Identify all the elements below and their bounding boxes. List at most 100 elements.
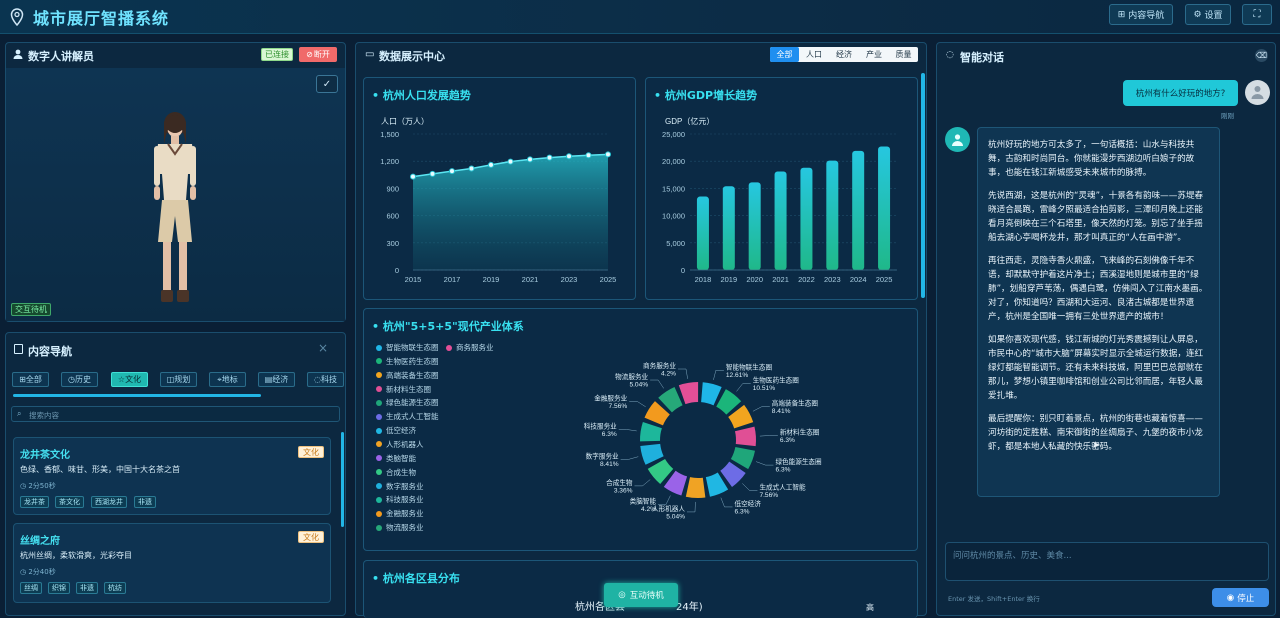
leader-line bbox=[629, 401, 646, 407]
filter-landmark[interactable]: ⌖ 地标 bbox=[209, 372, 246, 387]
legend-item[interactable]: 绿色能源生态圈 bbox=[376, 397, 439, 408]
tab-industry[interactable]: 产业 bbox=[866, 50, 882, 59]
clock-icon: ◷ bbox=[20, 482, 27, 490]
dashboard-scrollbar[interactable] bbox=[921, 73, 925, 298]
data-point bbox=[507, 158, 514, 165]
content-tag[interactable]: 龙井茶 bbox=[20, 496, 49, 508]
filter-economy[interactable]: ▤ 经济 bbox=[258, 372, 295, 387]
legend-swatch bbox=[376, 344, 382, 351]
content-tag[interactable]: 西湖龙井 bbox=[91, 496, 127, 508]
content-item-desc: 杭州丝绸，柔软滑爽，光彩夺目 bbox=[20, 551, 132, 560]
donut-slice bbox=[663, 470, 688, 496]
target-icon: ◎ bbox=[618, 590, 626, 600]
chat-input-placeholder: 问问杭州的景点、历史、美食... bbox=[953, 551, 1072, 561]
legend-item[interactable]: 人形机器人 bbox=[376, 439, 424, 450]
legend-swatch bbox=[376, 469, 382, 476]
tab-all[interactable]: 全部 bbox=[770, 47, 799, 62]
legend-item[interactable]: 低空经济 bbox=[376, 425, 416, 436]
content-tag[interactable]: 织锦 bbox=[48, 582, 70, 594]
content-tag[interactable]: 丝绸 bbox=[20, 582, 42, 594]
donut-slice bbox=[701, 382, 722, 406]
content-tag[interactable]: 杭纺 bbox=[104, 582, 126, 594]
assistant-icon bbox=[952, 134, 963, 146]
filter-label: 历史 bbox=[74, 375, 91, 384]
y-tick-label: 0 bbox=[395, 266, 399, 275]
input-hint: Enter 发送，Shift+Enter 换行 bbox=[948, 595, 1040, 603]
data-point bbox=[585, 152, 592, 159]
fullscreen-button[interactable]: ⛶ bbox=[1242, 4, 1272, 25]
legend-item[interactable]: 商务服务业 bbox=[446, 342, 494, 353]
content-nav-button[interactable]: ⊞ 内容导航 bbox=[1109, 4, 1173, 25]
slice-label: 新材料生态圈 bbox=[780, 427, 820, 436]
idle-status-badge: 交互待机 bbox=[11, 303, 51, 316]
legend-item[interactable]: 科技服务业 bbox=[376, 494, 424, 505]
x-tick-label: 2025 bbox=[600, 275, 617, 284]
industry-donut-chart: 智能物联生态圈12.61%生物医药生态圈10.51%高端装备生态圈8.41%新材… bbox=[584, 361, 822, 520]
donut-slice bbox=[644, 401, 670, 426]
y-tick-label: 1,500 bbox=[380, 130, 399, 139]
content-scrollbar[interactable] bbox=[341, 432, 344, 527]
legend-item[interactable]: 高端装备生态圈 bbox=[376, 370, 439, 381]
data-point bbox=[468, 165, 475, 172]
legend-label: 合成生物 bbox=[386, 467, 416, 477]
stage-check-button[interactable]: ✓ bbox=[316, 75, 338, 93]
chart-title-text: 杭州"5+5+5"现代产业体系 bbox=[382, 320, 524, 333]
legend-item[interactable]: 合成生物 bbox=[376, 467, 416, 478]
legend-item[interactable]: 生成式人工智能 bbox=[376, 411, 439, 422]
legend-item[interactable]: 生物医药生态圈 bbox=[376, 356, 439, 367]
tab-quality[interactable]: 质量 bbox=[895, 50, 912, 59]
industry-chart-title: • 杭州"5+5+5"现代产业体系 bbox=[372, 320, 524, 333]
filter-all[interactable]: ⊞ 全部 bbox=[12, 372, 49, 387]
content-item-duration: ◷ 2分40秒 bbox=[20, 567, 56, 577]
slice-label: 物流服务业 bbox=[615, 372, 648, 381]
donut-slice bbox=[678, 382, 699, 405]
x-tick-label: 2023 bbox=[561, 275, 578, 284]
tab-economy[interactable]: 经济 bbox=[836, 50, 852, 59]
filter-scroll-indicator[interactable] bbox=[13, 394, 261, 397]
slice-label: 智能物联生态圈 bbox=[726, 362, 773, 371]
filter-planning[interactable]: ◫ 规划 bbox=[160, 372, 197, 387]
gdp-bar bbox=[748, 182, 761, 270]
tab-population[interactable]: 人口 bbox=[806, 50, 822, 59]
gdp-bar bbox=[696, 196, 709, 270]
close-icon[interactable]: × bbox=[318, 341, 329, 355]
donut-slice bbox=[658, 386, 683, 413]
legend-label: 金融服务业 bbox=[386, 509, 424, 519]
x-tick-label: 2020 bbox=[746, 275, 763, 284]
location-icon: ⌖ bbox=[217, 374, 222, 384]
x-tick-label: 2022 bbox=[798, 275, 815, 284]
content-nav-title: 内容导航 bbox=[28, 345, 72, 358]
chat-input[interactable] bbox=[945, 542, 1269, 581]
filter-label: 全部 bbox=[25, 375, 42, 384]
legend-item[interactable]: 物流服务业 bbox=[376, 522, 424, 533]
search-input[interactable] bbox=[11, 406, 340, 422]
legend-item[interactable]: 数字服务业 bbox=[376, 481, 424, 492]
data-point bbox=[488, 161, 494, 168]
x-tick-label: 2015 bbox=[405, 275, 422, 284]
chart-title-text: 杭州GDP增长趋势 bbox=[664, 89, 758, 102]
stop-button[interactable]: ◉ 停止 bbox=[1212, 588, 1269, 607]
trash-icon[interactable]: ⌫ bbox=[1255, 49, 1268, 62]
y-tick-label: 1,200 bbox=[380, 157, 399, 166]
legend-item[interactable]: 金融服务业 bbox=[376, 508, 424, 519]
legend-label: 科技服务业 bbox=[386, 495, 424, 505]
content-nav-label: 内容导航 bbox=[1128, 11, 1165, 21]
star-icon: ☆ bbox=[117, 375, 126, 384]
filter-culture[interactable]: ☆ 文化 bbox=[111, 372, 148, 387]
settings-button[interactable]: ⚙ 设置 bbox=[1185, 4, 1231, 25]
legend-item[interactable]: 智能物联生态圈 bbox=[376, 342, 439, 353]
leader-line bbox=[742, 483, 758, 491]
search-icon: ⌕ bbox=[17, 409, 22, 418]
legend-item[interactable]: 类脑智能 bbox=[376, 453, 416, 464]
interact-idle-button[interactable]: ◎ 互动待机 bbox=[604, 583, 678, 607]
legend-item[interactable]: 新材料生态圈 bbox=[376, 384, 431, 395]
filter-tech[interactable]: ◌ 科技 bbox=[307, 372, 344, 387]
donut-slice bbox=[734, 426, 756, 447]
filter-history[interactable]: ◷ 历史 bbox=[61, 372, 98, 387]
disconnect-button[interactable]: ⊘ 断开 bbox=[299, 47, 337, 62]
content-tag[interactable]: 非遗 bbox=[76, 582, 98, 594]
chip-icon: ◌ bbox=[314, 375, 321, 384]
content-tag[interactable]: 非遗 bbox=[134, 496, 156, 508]
slice-label: 生物医药生态圈 bbox=[753, 376, 800, 385]
content-tag[interactable]: 茶文化 bbox=[55, 496, 84, 508]
